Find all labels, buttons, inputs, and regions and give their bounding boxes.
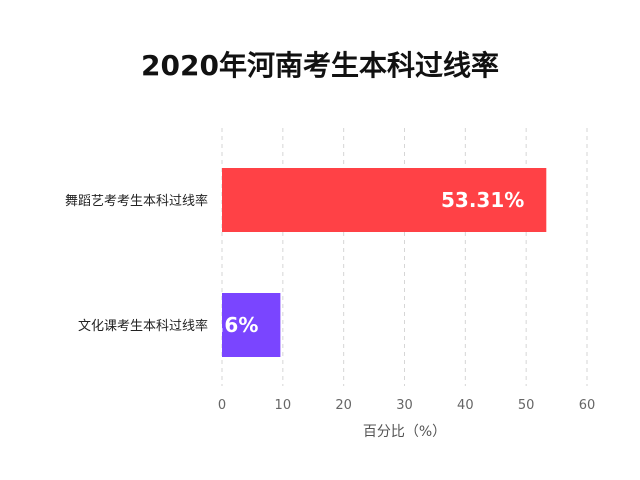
- x-tick-label-5: 50: [518, 398, 535, 413]
- data-label-0: 53.31%: [441, 188, 524, 212]
- x-tick-label-0: 0: [218, 398, 226, 413]
- x-tick-label-3: 30: [396, 398, 413, 413]
- x-tick-label-6: 60: [579, 398, 596, 413]
- x-tick-label-2: 20: [335, 398, 352, 413]
- chart-title: 2020年河南考生本科过线率: [141, 49, 499, 82]
- category-label-1: 文化课考生本科过线率: [78, 318, 208, 334]
- x-axis-ticks: 0 10 20 30 40 50 60: [218, 398, 595, 413]
- x-tick-label-1: 10: [275, 398, 292, 413]
- category-label-0: 舞蹈艺考考生本科过线率: [65, 193, 208, 209]
- x-axis-label: 百分比（%）: [363, 424, 446, 440]
- data-label-1: 9.6%: [203, 313, 258, 337]
- bar-0: [222, 168, 547, 232]
- x-tick-label-4: 40: [457, 398, 474, 413]
- bars: 53.31% 9.6%: [203, 168, 547, 357]
- bar-1: [222, 293, 281, 357]
